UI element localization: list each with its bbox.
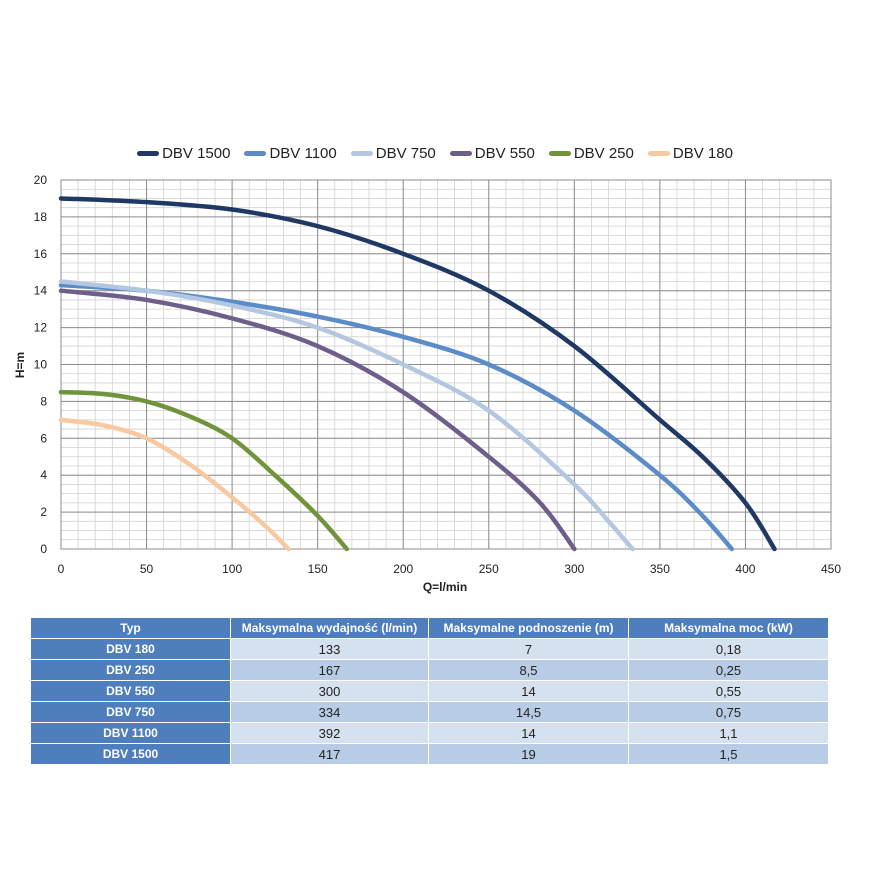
table-row: DBV 180 133 7 0,18 [31,638,829,659]
cell-typ: DBV 180 [31,638,231,659]
cell-typ: DBV 550 [31,680,231,701]
series-line-dbv-550 [58,288,577,552]
legend-swatch [449,150,472,156]
y-tick-label: 20 [34,173,48,187]
cell-flow: 167 [231,659,429,680]
legend-label: DBV 1500 [162,144,231,162]
cell-power: 0,55 [629,680,829,701]
x-tick-label: 450 [821,562,841,576]
cell-flow: 300 [231,680,429,701]
legend-label: DBV 180 [672,144,733,162]
legend-item: DBV 1500 [137,145,230,162]
y-tick-label: 12 [34,321,48,335]
cell-flow: 417 [231,743,429,764]
cell-power: 0,18 [629,638,829,659]
legend-item: DBV 550 [449,144,535,162]
y-tick-label: 18 [34,210,48,224]
header-max-flow: Maksymalna wydajność (l/min) [231,618,429,638]
cell-flow: 334 [231,701,429,722]
y-tick-label: 4 [40,468,47,482]
cell-typ: DBV 1100 [31,722,231,743]
y-tick-label: 14 [34,284,48,298]
series-line-dbv-750 [58,279,635,552]
tick-labels: 0 50 100 150 200 250 300 350 400 450 0 2 4 6 8 10 12 14 16… [34,173,842,576]
pump-performance-chart: 0 50 100 150 200 250 300 350 400 450 0 2 4 6 8 10 12 14 16… [13,173,842,594]
cell-head: 14 [429,722,629,743]
y-tick-label: 2 [40,505,47,519]
cell-flow: 392 [231,722,429,743]
legend-label: DBV 550 [474,144,535,162]
plot-frame [60,179,832,550]
x-tick-label: 100 [222,562,242,576]
y-tick-label: 16 [34,247,48,261]
table-row: DBV 1100 392 14 1,1 [31,722,829,743]
legend-swatch [647,150,670,156]
y-axis-label: H=m [13,352,27,378]
cell-power: 1,5 [629,743,829,764]
x-tick-label: 150 [308,562,328,576]
x-axis-label: Q=l/min [423,580,467,594]
cell-head: 7 [429,638,629,659]
legend-swatch [350,150,373,156]
x-tick-label: 350 [650,562,670,576]
table-row: DBV 1500 417 19 1,5 [31,743,829,764]
y-tick-label: 0 [40,542,47,556]
legend-item: DBV 180 [647,144,733,162]
x-tick-label: 250 [479,562,499,576]
series-line-dbv-180 [58,417,291,552]
cell-flow: 133 [231,638,429,659]
table-row: DBV 750 334 14,5 0,75 [31,701,829,722]
legend-item: DBV 1100 [244,144,337,162]
series-line-dbv-1100 [58,282,735,552]
cell-typ: DBV 1500 [31,743,231,764]
legend-item: DBV 250 [548,144,634,162]
chart-legend: DBV 1500 DBV 1100 DBV 750 DBV 550 DBV 250 DBV… [0,141,870,165]
cell-power: 1,1 [629,722,829,743]
table-row: DBV 250 167 8,5 0,25 [31,659,829,680]
y-tick-label: 10 [34,358,48,372]
header-max-head: Maksymalne podnoszenie (m) [429,618,629,638]
cell-head: 14,5 [429,701,629,722]
header-typ: Typ [31,618,231,638]
y-tick-label: 6 [40,431,47,445]
legend-label: DBV 750 [375,144,436,162]
legend-swatch [137,150,160,156]
x-tick-label: 50 [140,562,154,576]
legend-label: DBV 1100 [269,144,337,162]
legend-swatch [244,150,267,156]
x-tick-label: 300 [564,562,584,576]
legend-item: DBV 750 [350,144,436,162]
y-tick-label: 8 [40,394,47,408]
table-header-row: Typ Maksymalna wydajność (l/min) Maksyma… [31,618,829,638]
cell-head: 8,5 [429,659,629,680]
legend-label: DBV 250 [573,144,634,162]
series-layer [58,196,777,552]
x-tick-label: 0 [58,562,65,576]
cell-head: 19 [429,743,629,764]
cell-head: 14 [429,680,629,701]
legend-swatch [548,150,571,156]
header-max-power: Maksymalna moc (kW) [629,618,829,638]
series-line-dbv-250 [58,389,350,552]
x-tick-label: 200 [393,562,413,576]
spec-table: Typ Maksymalna wydajność (l/min) Maksyma… [31,618,829,764]
table-row: DBV 550 300 14 0,55 [31,680,829,701]
series-line-dbv-1500 [58,196,777,552]
cell-power: 0,25 [629,659,829,680]
cell-power: 0,75 [629,701,829,722]
x-tick-label: 400 [735,562,755,576]
cell-typ: DBV 250 [31,659,231,680]
cell-typ: DBV 750 [31,701,231,722]
